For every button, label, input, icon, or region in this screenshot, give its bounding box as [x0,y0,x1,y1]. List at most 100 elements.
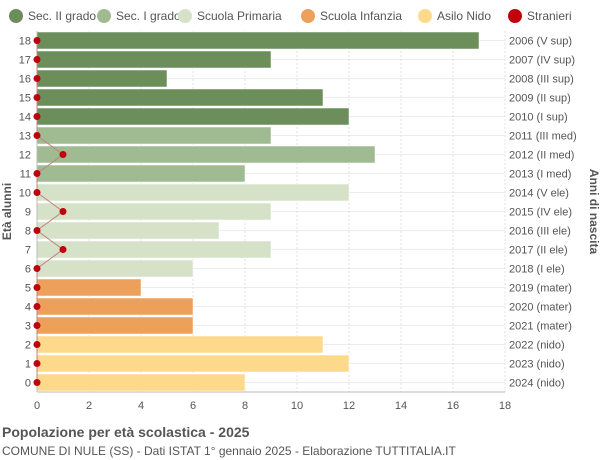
stranieri-point-age-2 [33,341,41,348]
bar-age-15 [36,88,324,107]
stranieri-point-age-4 [33,303,41,310]
chart: Sec. II grado Sec. I grado Scuola Primaria… [0,9,600,412]
y-tick-label-age: 3 [25,321,31,333]
y-tick-label-birth: 2012 (II med) [509,150,574,162]
y-tick-label-age: 8 [25,226,31,238]
y-tick-label-age: 4 [25,302,31,314]
y-tick-label-birth: 2014 (V ele) [509,188,569,200]
bar-age-8 [36,221,220,240]
bar-age-5 [36,278,142,297]
bar-age-4 [36,297,194,316]
x-tick-label: 10 [291,400,303,412]
bar-age-6 [36,259,194,278]
y-tick-label-birth: 2024 (nido) [509,378,565,390]
y-tick-label-birth: 2013 (I med) [509,169,571,181]
bar-age-16 [36,69,168,88]
legend-label-prim: Scuola Primaria [197,9,282,23]
stranieri-point-age-12 [59,151,67,158]
x-tick-label: 16 [447,400,459,412]
y-tick-label-birth: 2019 (mater) [509,283,572,295]
y-tick-label-birth: 2007 (IV sup) [509,55,575,67]
y-tick-label-birth: 2021 (mater) [509,321,572,333]
bar-age-7 [36,240,272,259]
y-tick-label-age: 12 [19,150,31,162]
legend-label-inf: Scuola Infanzia [320,9,402,23]
y-tick-label-age: 5 [25,283,31,295]
y-tick-label-birth: 2006 (V sup) [509,36,572,48]
y-tick-label-birth: 2009 (II sup) [509,93,571,105]
x-tick-label: 4 [138,400,144,412]
x-tick-label: 14 [395,400,407,412]
legend-marker-sec1 [97,9,111,23]
y-tick-label-age: 1 [25,359,31,371]
stranieri-point-age-10 [33,189,41,196]
stranieri-point-age-16 [33,75,41,82]
stranieri-point-age-13 [33,132,41,139]
chart-subtitle: COMUNE DI NULE (SS) - Dati ISTAT 1° genn… [2,444,456,458]
stranieri-point-age-0 [33,379,41,386]
bar-age-14 [36,107,350,126]
bar-age-17 [36,50,272,69]
legend-marker-stranieri [508,9,522,23]
y-tick-label-age: 7 [25,245,31,257]
bar-age-9 [36,202,272,221]
y-tick-label-age: 16 [19,74,31,86]
y-tick-label-age: 6 [25,264,31,276]
stranieri-point-age-1 [33,360,41,367]
legend-label-stranieri: Stranieri [527,9,572,23]
y-tick-label-birth: 2020 (mater) [509,302,572,314]
y-axis-title-left: Età alunni [0,183,14,240]
y-tick-label-age: 10 [19,188,31,200]
x-tick-label: 8 [242,400,248,412]
y-tick-label-age: 9 [25,207,31,219]
bar-age-10 [36,183,350,202]
legend-marker-nido [418,9,432,23]
legend-marker-sec2 [9,9,23,23]
stranieri-point-age-3 [33,322,41,329]
x-tick-label: 0 [34,400,40,412]
legend-label-nido: Asilo Nido [437,9,491,23]
bar-age-13 [36,126,272,145]
x-tick-label: 12 [343,400,355,412]
y-tick-label-age: 15 [19,93,31,105]
stranieri-point-age-11 [33,170,41,177]
y-tick-label-birth: 2015 (IV ele) [509,207,572,219]
x-tick-label: 18 [499,400,511,412]
stranieri-point-age-9 [59,208,67,215]
y-tick-label-birth: 2008 (III sup) [509,74,574,86]
bar-age-18 [36,31,480,50]
y-tick-label-birth: 2010 (I sup) [509,112,568,124]
y-tick-label-birth: 2023 (nido) [509,359,565,371]
y-tick-label-age: 18 [19,36,31,48]
y-tick-label-birth: 2022 (nido) [509,340,565,352]
stranieri-point-age-15 [33,94,41,101]
stranieri-point-age-14 [33,113,41,120]
y-axis-title-right: Anni di nascita [587,169,600,255]
y-tick-label-birth: 2011 (III med) [509,131,577,143]
stranieri-point-age-5 [33,284,41,291]
bar-age-11 [36,164,246,183]
bar-age-0 [36,373,246,392]
stranieri-point-age-7 [59,246,67,253]
bar-age-2 [36,335,324,354]
bar-age-1 [36,354,350,373]
chart-title: Popolazione per età scolastica - 2025 [2,424,250,440]
y-tick-label-age: 13 [19,131,31,143]
stranieri-point-age-6 [33,265,41,272]
stranieri-point-age-8 [33,227,41,234]
legend-label-sec1: Sec. I grado [116,9,181,23]
y-tick-label-birth: 2018 (I ele) [509,264,565,276]
y-tick-label-birth: 2017 (II ele) [509,245,568,257]
x-tick-label: 6 [190,400,196,412]
y-tick-label-age: 2 [25,340,31,352]
stranieri-point-age-17 [33,56,41,63]
stranieri-point-age-18 [33,37,41,44]
legend-marker-prim [178,9,192,23]
x-tick-label: 2 [86,400,92,412]
bar-age-12 [36,145,376,164]
bar-age-3 [36,316,194,335]
y-tick-label-age: 0 [25,378,31,390]
legend-label-sec2: Sec. II grado [28,9,96,23]
y-tick-label-birth: 2016 (III ele) [509,226,571,238]
legend-marker-inf [301,9,315,23]
